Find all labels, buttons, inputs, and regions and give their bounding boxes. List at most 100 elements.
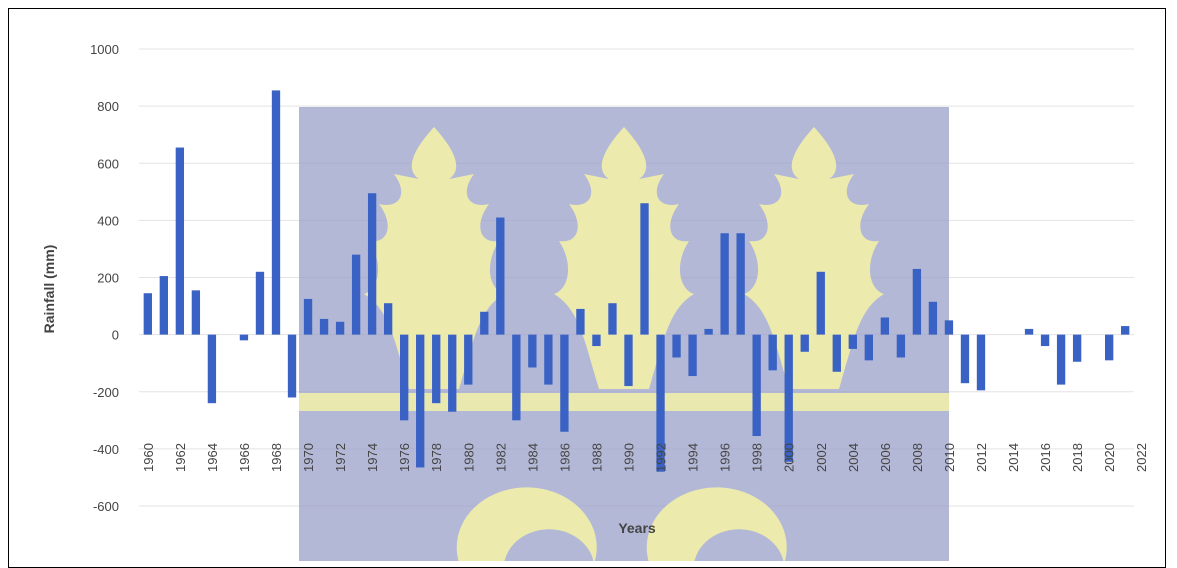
bar-1979 <box>448 334 457 412</box>
bar-1976 <box>400 334 409 421</box>
x-tick-label: 2014 <box>1006 443 1021 472</box>
x-tick-label: 1994 <box>686 443 701 472</box>
x-tick-label: 1966 <box>237 443 252 472</box>
bar-2009 <box>928 301 938 335</box>
bar-2020 <box>1105 334 1114 361</box>
bar-1977 <box>416 334 425 468</box>
bar-2011 <box>960 334 970 384</box>
bar-1978 <box>432 334 441 404</box>
bar-1998 <box>752 334 761 437</box>
watermark-leaf <box>554 127 694 389</box>
x-tick-label: 1996 <box>718 443 733 472</box>
x-tick-label: 1970 <box>301 443 316 472</box>
bar-2015 <box>1024 328 1034 335</box>
x-tick-label: 2000 <box>782 443 797 472</box>
y-tick-label: -600 <box>93 499 119 514</box>
y-tick-label: 800 <box>97 99 119 114</box>
x-axis-label: Years <box>618 520 656 536</box>
bar-2001 <box>800 334 809 352</box>
y-axis-ticks: 1000 800 600 400 200 0 -200 -400 -600 <box>90 42 119 514</box>
x-tick-label: 2022 <box>1134 443 1149 472</box>
bar-1975 <box>383 303 393 335</box>
y-tick-label: -200 <box>93 385 119 400</box>
bar-1987 <box>576 308 585 335</box>
bar-1993 <box>672 334 681 358</box>
bar-2021 <box>1121 326 1130 335</box>
x-tick-label: 1976 <box>397 443 412 472</box>
bar-2007 <box>896 334 906 358</box>
x-tick-label: 2020 <box>1102 443 1117 472</box>
y-tick-label: -400 <box>93 442 119 457</box>
bar-1969 <box>287 334 297 398</box>
x-tick-label: 1982 <box>493 443 508 472</box>
bar-1990 <box>624 334 633 387</box>
x-tick-label: 1978 <box>429 443 444 472</box>
x-tick-label: 2002 <box>814 443 829 472</box>
bar-1984 <box>528 334 537 368</box>
bar-1980 <box>464 334 473 385</box>
x-tick-label: 2008 <box>910 443 925 472</box>
bar-2002 <box>816 271 825 335</box>
bar-1973 <box>351 254 361 335</box>
x-tick-label: 1998 <box>750 443 765 472</box>
bar-1967 <box>255 271 265 335</box>
bar-2016 <box>1040 334 1050 347</box>
x-tick-label: 2006 <box>878 443 893 472</box>
x-tick-label: 2010 <box>942 443 957 472</box>
bar-1991 <box>640 203 649 335</box>
bars <box>143 90 1130 472</box>
bar-1972 <box>335 321 345 335</box>
watermark-emblem <box>299 107 949 561</box>
x-tick-label: 2018 <box>1070 443 1085 472</box>
x-tick-label: 1962 <box>173 443 188 472</box>
y-axis-label: Rainfall (mm) <box>41 245 57 334</box>
bar-1968 <box>271 90 281 335</box>
bar-1981 <box>480 311 489 335</box>
x-tick-label: 1992 <box>654 443 669 472</box>
x-tick-label: 2016 <box>1038 443 1053 472</box>
chart-frame: 1000 800 600 400 200 0 -200 -400 -600 1960 1962 19… <box>8 8 1166 568</box>
x-axis-ticks: 1960 1962 1964 1966 1968 1970 1972 1974 1976 1978… <box>141 443 1149 472</box>
bar-1988 <box>592 334 601 347</box>
bar-1986 <box>560 334 569 432</box>
x-tick-label: 1980 <box>461 443 476 472</box>
y-tick-label: 0 <box>112 328 119 343</box>
x-tick-label: 1968 <box>269 443 284 472</box>
y-tick-label: 600 <box>97 156 119 171</box>
bar-1963 <box>191 290 201 335</box>
bar-1960 <box>143 293 152 335</box>
bar-1992 <box>656 334 665 472</box>
bar-1971 <box>319 318 329 335</box>
bar-1962 <box>175 147 185 335</box>
x-tick-label: 1964 <box>205 443 220 472</box>
bar-2006 <box>880 317 890 335</box>
x-tick-label: 1972 <box>333 443 348 472</box>
bar-1985 <box>544 334 553 385</box>
x-tick-label: 1990 <box>621 443 636 472</box>
bar-2017 <box>1056 334 1066 385</box>
y-tick-label: 200 <box>97 271 119 286</box>
bar-2003 <box>832 334 841 372</box>
bar-1996 <box>720 233 729 335</box>
bar-1961 <box>159 276 168 335</box>
bar-2000 <box>784 334 793 462</box>
watermark-scroll <box>646 487 787 561</box>
x-tick-label: 2004 <box>846 443 861 472</box>
bar-2010 <box>944 320 954 335</box>
bar-2012 <box>976 334 986 391</box>
watermark-leaf <box>744 127 884 389</box>
bar-2008 <box>912 268 922 335</box>
bar-1970 <box>303 298 313 335</box>
bar-1974 <box>367 193 377 335</box>
bar-1982 <box>496 217 505 335</box>
bar-1995 <box>704 328 713 335</box>
watermark-band <box>299 393 949 411</box>
bar-2018 <box>1072 334 1082 362</box>
bar-1999 <box>768 334 777 371</box>
x-tick-label: 2012 <box>974 443 989 472</box>
watermark-scroll <box>456 487 597 561</box>
bar-1966 <box>239 334 249 341</box>
x-tick-label: 1960 <box>141 443 156 472</box>
x-tick-label: 1984 <box>525 443 540 472</box>
